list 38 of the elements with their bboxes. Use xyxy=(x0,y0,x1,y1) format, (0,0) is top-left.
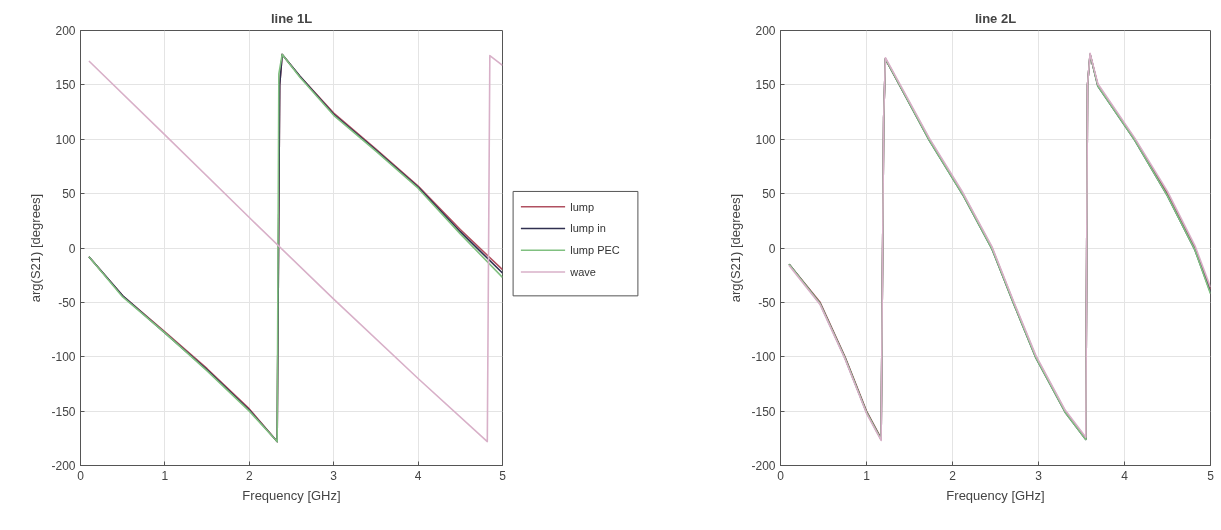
legend-label: lump xyxy=(570,200,595,213)
y-tick-label: 0 xyxy=(768,241,776,256)
x-tick-label: 3 xyxy=(1035,468,1043,483)
y-tick-label: 100 xyxy=(55,132,76,147)
y-tick-label: 200 xyxy=(755,24,776,38)
y-tick-label: -200 xyxy=(751,459,776,473)
x-tick-label: 2 xyxy=(949,468,957,483)
legend-label: wave xyxy=(569,265,596,278)
x-axis-title: Frequency [GHz] xyxy=(946,487,1045,503)
chart-title: line 1L xyxy=(270,10,313,26)
y-tick-label: 50 xyxy=(62,187,76,202)
legend-label: lump PEC xyxy=(570,244,620,257)
y-tick-label: 200 xyxy=(55,24,76,38)
y-axis-title: arg(S21) [degrees] xyxy=(728,193,744,303)
x-tick-label: 5 xyxy=(499,468,507,483)
x-tick-label: 1 xyxy=(863,468,871,483)
y-tick-label: 150 xyxy=(55,78,76,93)
y-tick-label: -200 xyxy=(51,459,76,473)
x-tick-label: 3 xyxy=(330,468,338,483)
y-tick-label: 100 xyxy=(755,132,776,147)
legend-label: lump in xyxy=(570,222,606,235)
y-tick-label: -150 xyxy=(751,404,776,419)
chart-title: line 2L xyxy=(974,10,1017,26)
y-tick-label: -50 xyxy=(758,295,776,310)
y-axis-title: arg(S21) [degrees] xyxy=(28,193,44,303)
y-tick-label: 0 xyxy=(68,241,76,256)
x-tick-label: 4 xyxy=(414,468,422,483)
x-tick-label: 5 xyxy=(1207,468,1215,483)
y-tick-label: -100 xyxy=(51,350,76,365)
x-tick-label: 4 xyxy=(1121,468,1129,483)
y-tick-label: -50 xyxy=(58,295,76,310)
y-tick-label: 50 xyxy=(762,187,776,202)
y-tick-label: 150 xyxy=(755,78,776,93)
y-tick-label: -150 xyxy=(51,404,76,419)
x-axis-title: Frequency [GHz] xyxy=(242,487,341,503)
x-tick-label: 1 xyxy=(161,468,169,483)
x-tick-label: 2 xyxy=(245,468,253,483)
y-tick-label: -100 xyxy=(751,350,776,365)
